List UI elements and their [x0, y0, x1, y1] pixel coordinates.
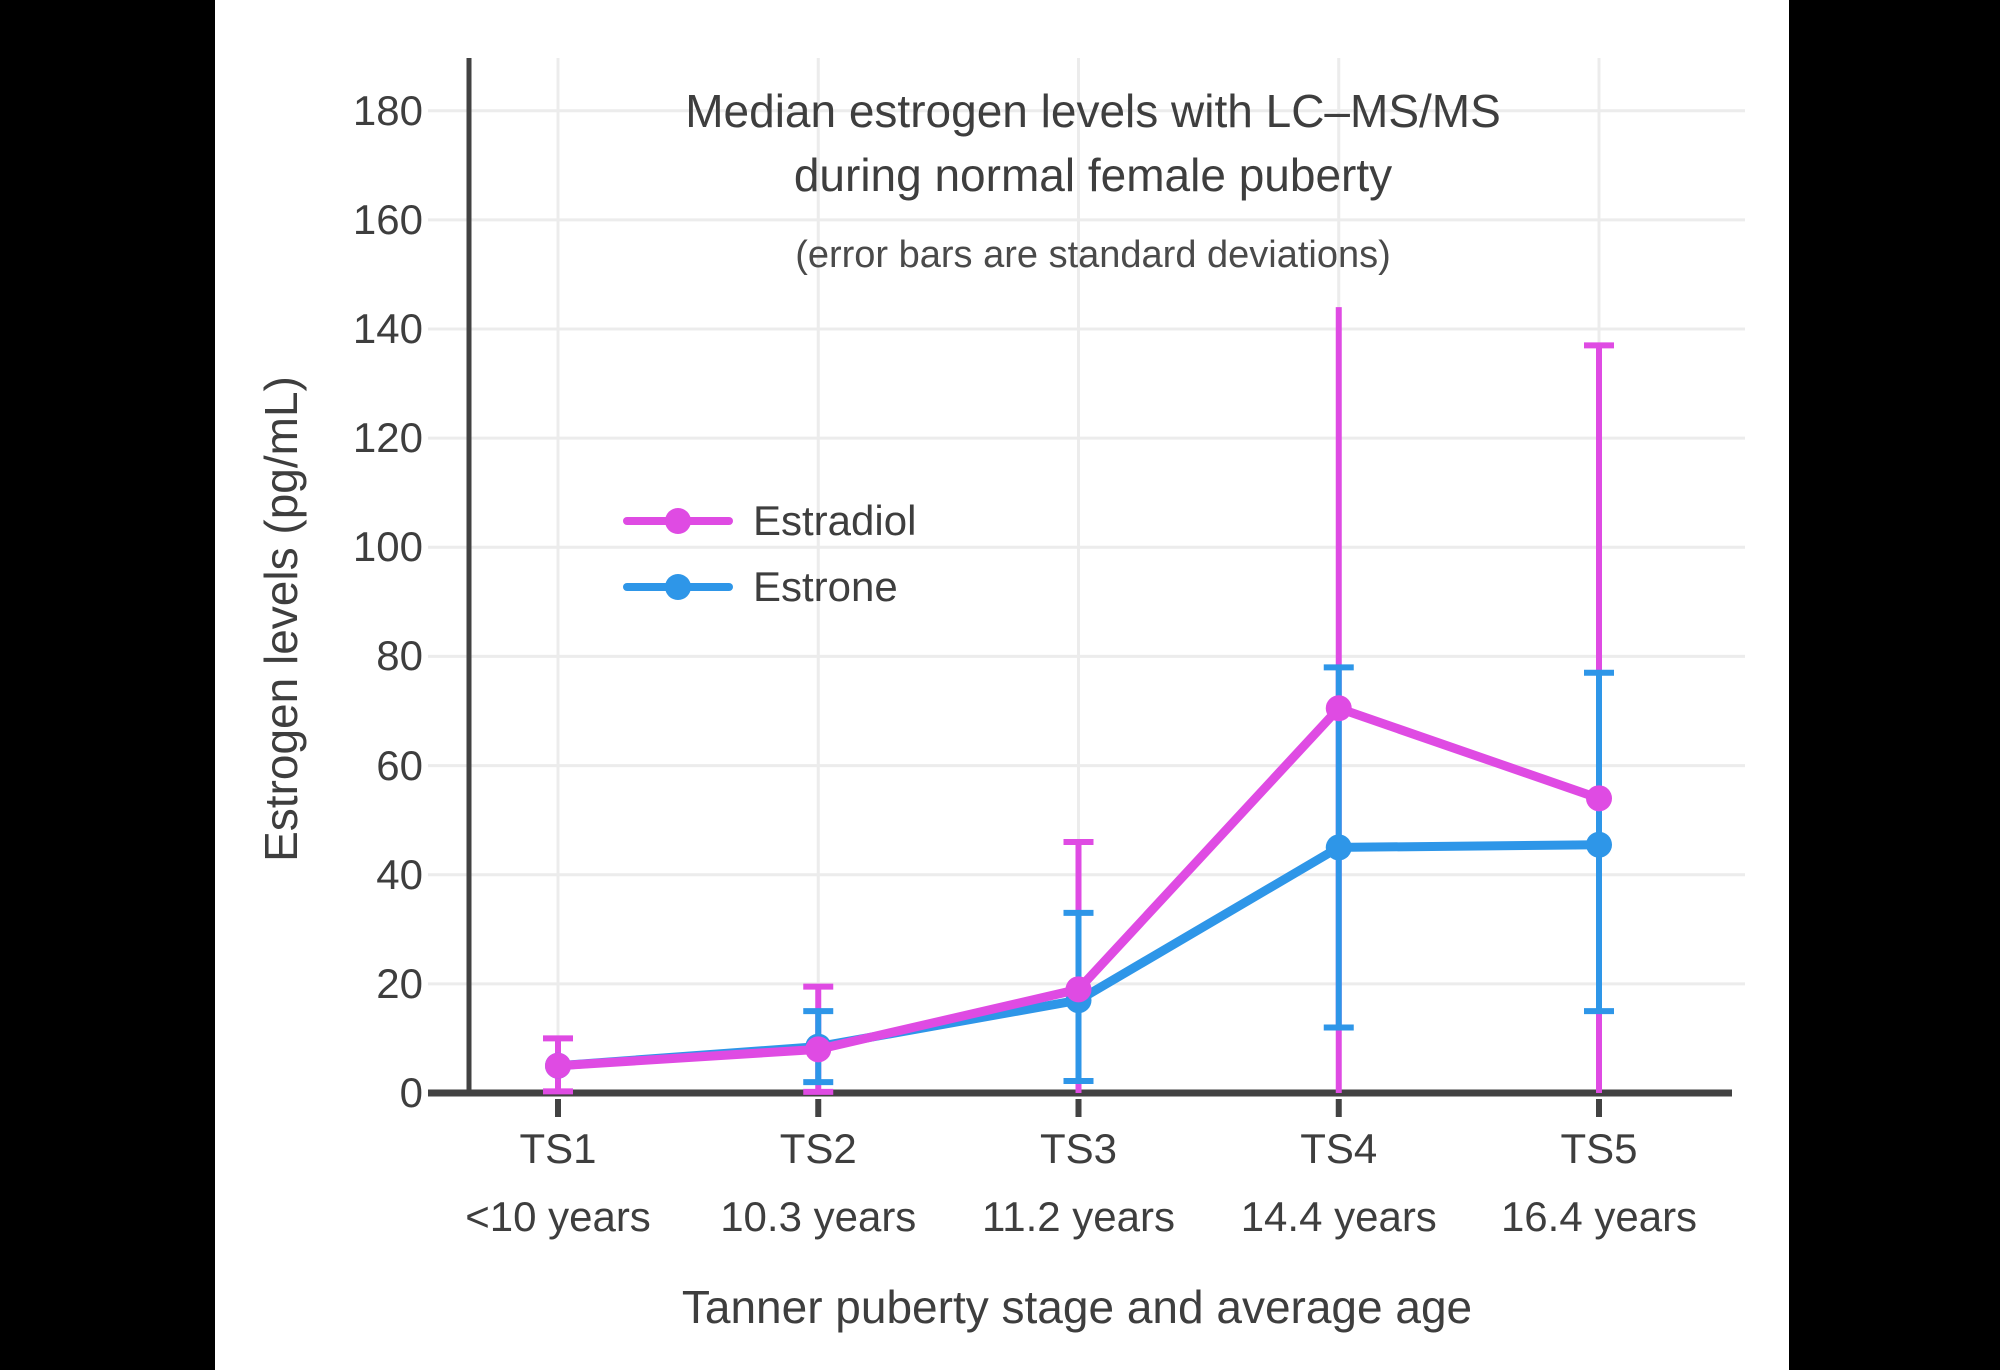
y-tick-label: 40	[376, 850, 423, 898]
x-axis-title: Tanner puberty stage and average age	[681, 1281, 1473, 1333]
y-tick-label: 80	[376, 632, 423, 680]
chart-title-line1: Median estrogen levels with LC–MS/MS	[685, 85, 1501, 137]
y-tick-label: 140	[352, 305, 423, 352]
x-age-label: <10 years	[465, 1193, 651, 1240]
x-tick-label: TS2	[779, 1125, 857, 1172]
y-tick-label: 0	[399, 1069, 423, 1116]
chart-canvas: Median estrogen levels with LC–MS/MS dur…	[215, 0, 1789, 1370]
x-age-label: 11.2 years	[982, 1193, 1175, 1240]
estradiol-point	[1325, 695, 1352, 722]
x-tick-label: TS4	[1300, 1125, 1378, 1172]
chart-subtitle: (error bars are standard deviations)	[795, 234, 1391, 276]
y-tick-label: 100	[352, 523, 423, 571]
estradiol-point	[805, 1036, 832, 1063]
x-tick-label: TS3	[1039, 1125, 1118, 1172]
x-tick-label: TS5	[1560, 1125, 1638, 1172]
estradiol-marker-swatch	[665, 508, 691, 534]
x-age-label: 16.4 years	[1500, 1193, 1698, 1240]
y-tick-label: 20	[376, 959, 423, 1007]
estrone-point	[1325, 834, 1352, 861]
black-bar-left	[0, 0, 215, 1370]
x-age-label: 14.4 years	[1240, 1193, 1437, 1240]
chart-plot-area	[428, 58, 1745, 1117]
estrone-point	[1586, 831, 1612, 858]
legend-label-estradiol: Estradiol	[753, 497, 917, 544]
estrone-marker-swatch	[665, 574, 691, 600]
y-axis-title: Estrogen levels (pg/mL)	[255, 376, 307, 862]
x-tick-label: TS1	[519, 1125, 597, 1172]
y-tick-label: 160	[352, 195, 423, 243]
y-tick-label: 60	[376, 741, 423, 789]
x-age-label: 10.3 years	[720, 1193, 917, 1240]
estradiol-point	[1065, 976, 1092, 1003]
chart-title-line2: during normal female puberty	[793, 149, 1393, 201]
black-bar-right	[1789, 0, 2000, 1370]
y-tick-label: 180	[352, 86, 423, 134]
estradiol-point	[1586, 785, 1612, 812]
estradiol-point	[545, 1052, 571, 1079]
legend-label-estrone: Estrone	[753, 563, 898, 610]
y-tick-label: 120	[352, 414, 423, 462]
